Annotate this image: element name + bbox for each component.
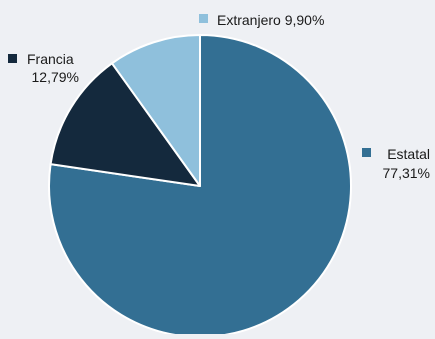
legend-marker-francia — [8, 54, 17, 63]
legend-marker-extranjero — [199, 14, 208, 23]
pie-slice-estatal — [48, 34, 352, 338]
pie-slice-extranjero — [111, 34, 201, 187]
pie-labels: Estatal 77,31% Francia 12,79% Extranjero 9,9… — [8, 12, 430, 181]
slice-value-francia: 12,79% — [32, 69, 79, 85]
slice-label-estatal: Estatal — [387, 146, 430, 162]
pie-slice-francia — [49, 62, 201, 187]
slice-label-extranjero: Extranjero 9,90% — [217, 12, 324, 28]
slice-value-estatal: 77,31% — [383, 165, 430, 181]
legend-marker-estatal — [362, 148, 371, 157]
slice-label-francia: Francia — [27, 51, 74, 67]
pie-slices — [48, 34, 352, 338]
